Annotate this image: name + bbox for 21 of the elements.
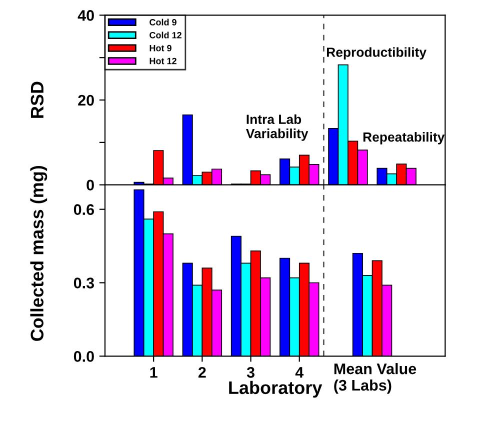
x-axis-title: Laboratory xyxy=(229,380,322,398)
legend-label: Hot 12 xyxy=(150,58,176,64)
x-tick-label: 2 xyxy=(198,366,206,378)
x-tick-label: 4 xyxy=(295,367,304,378)
y-tick-label: 20 xyxy=(78,94,94,106)
y-axis-title: RSD xyxy=(30,82,44,118)
x-tick-label: 1 xyxy=(150,367,158,378)
y-tick-label: 0.6 xyxy=(74,204,94,215)
y-axis-title: Collected mass (mg) xyxy=(30,166,48,341)
legend-label: Cold 9 xyxy=(150,18,176,26)
legend-label: Cold 12 xyxy=(150,32,182,38)
text: Mean Value (3 Labs) xyxy=(334,363,416,394)
annotation: Reproductibility xyxy=(326,47,426,60)
annotation: Intra Lab Variability xyxy=(246,114,308,141)
y-tick-label: 40 xyxy=(78,10,94,21)
x-tick-label: 3 xyxy=(246,366,254,378)
y-tick-label: 0 xyxy=(86,180,94,191)
y-tick-label: 0.3 xyxy=(74,278,94,288)
y-tick-label: 0.0 xyxy=(74,351,94,362)
legend-label: Hot 9 xyxy=(150,44,172,52)
annotation: Repeatability xyxy=(363,132,445,144)
